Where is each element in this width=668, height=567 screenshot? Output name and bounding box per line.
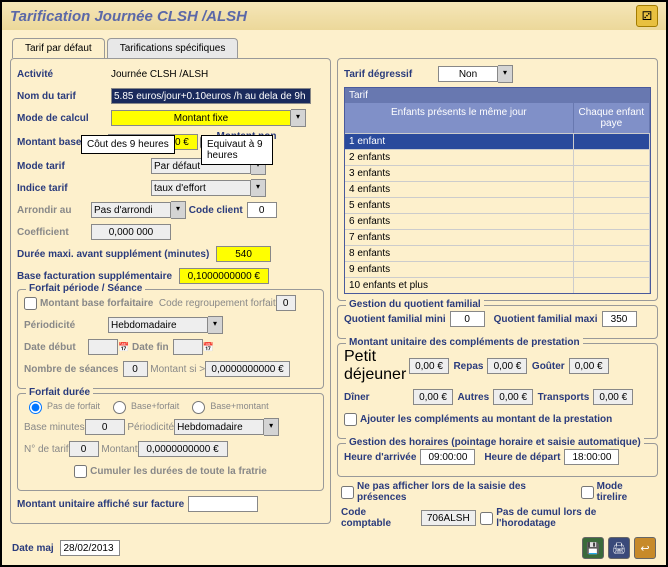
close-button[interactable]: ↩ bbox=[634, 537, 656, 559]
dice-icon[interactable]: ⚂ bbox=[636, 5, 658, 27]
qf-group: Gestion du quotient familial Quotient fa… bbox=[337, 305, 658, 339]
window-title: Tarification Journée CLSH /ALSH bbox=[10, 8, 247, 25]
coef-input bbox=[91, 224, 171, 240]
coef-label: Coefficient bbox=[17, 227, 87, 238]
window-header: Tarification Journée CLSH /ALSH ⚂ bbox=[2, 2, 666, 30]
dfin-input bbox=[173, 339, 203, 355]
bfs-label: Base facturation supplémentaire bbox=[17, 271, 172, 282]
grid-row[interactable]: 4 enfants bbox=[345, 181, 650, 197]
forfait-duree-group: Forfait durée Pas de forfait Base+forfai… bbox=[17, 393, 324, 491]
save-button[interactable]: 💾 bbox=[582, 537, 604, 559]
mtarif-label: Mode tarif bbox=[17, 161, 107, 172]
callout-1: Côut des 9 heures bbox=[81, 135, 175, 154]
activite-label: Activité bbox=[17, 69, 107, 80]
msi-input bbox=[205, 361, 290, 377]
grid-row[interactable]: 7 enfants bbox=[345, 229, 650, 245]
compl-group: Montant unitaire des compléments de pres… bbox=[337, 343, 658, 439]
grid-row[interactable]: 6 enfants bbox=[345, 213, 650, 229]
chevron-down-icon[interactable]: ▾ bbox=[291, 109, 306, 127]
codecompt-input[interactable] bbox=[421, 510, 476, 526]
activite-value: Journée CLSH /ALSH bbox=[111, 69, 208, 80]
mode-label: Mode de calcul bbox=[17, 113, 107, 124]
codecli-input[interactable] bbox=[247, 202, 277, 218]
nbs-input bbox=[123, 361, 148, 377]
crf-input bbox=[276, 295, 296, 311]
tab-default[interactable]: Tarif par défaut bbox=[12, 38, 105, 58]
grid-row[interactable]: 2 enfants bbox=[345, 149, 650, 165]
nom-input[interactable] bbox=[111, 88, 311, 104]
qf-maxi-input[interactable] bbox=[602, 311, 637, 327]
dmax-label: Durée maxi. avant supplément (minutes) bbox=[17, 249, 209, 260]
tab-specific[interactable]: Tarifications spécifiques bbox=[107, 38, 239, 58]
grid-row[interactable]: 9 enfants bbox=[345, 261, 650, 277]
grid-row[interactable]: 10 enfants et plus bbox=[345, 277, 650, 293]
print-button[interactable]: 🖨 bbox=[608, 537, 630, 559]
datemaj-input[interactable] bbox=[60, 540, 120, 556]
period-select bbox=[108, 317, 208, 333]
chevron-down-icon[interactable]: ▾ bbox=[251, 179, 266, 197]
horaires-group: Gestion des horaires (pointage horaire e… bbox=[337, 443, 658, 477]
chevron-down-icon: ▾ bbox=[171, 201, 186, 219]
mode-select[interactable] bbox=[111, 110, 291, 126]
muf-input[interactable] bbox=[188, 496, 258, 512]
tarif-grid: Tarif Enfants présents le même jour Chaq… bbox=[344, 87, 651, 294]
deg-label: Tarif dégressif bbox=[344, 69, 434, 80]
arr-label: Arrondir au bbox=[17, 205, 87, 216]
callout-2: Equivaut à 9 heures bbox=[201, 135, 273, 165]
deg-select[interactable] bbox=[438, 66, 498, 82]
muf-label: Montant unitaire affiché sur facture bbox=[17, 499, 184, 510]
heure-arrivee-input[interactable] bbox=[420, 449, 475, 465]
idx-label: Indice tarif bbox=[17, 183, 107, 194]
tab-bar: Tarif par défaut Tarifications spécifiqu… bbox=[12, 38, 666, 58]
grid-row[interactable]: 3 enfants bbox=[345, 165, 650, 181]
grid-row[interactable]: 5 enfants bbox=[345, 197, 650, 213]
grid-row[interactable]: 1 enfant bbox=[345, 133, 650, 149]
heure-depart-input[interactable] bbox=[564, 449, 619, 465]
forfait-periode-group: Forfait période / Séance Montant base fo… bbox=[17, 289, 324, 389]
footer: Date maj 💾 🖨 ↩ bbox=[12, 537, 656, 559]
dmax-input[interactable] bbox=[216, 246, 271, 262]
mbf-check[interactable]: Montant base forfaitaire bbox=[24, 297, 153, 310]
arr-select bbox=[91, 202, 171, 218]
chevron-down-icon[interactable]: ▾ bbox=[498, 65, 513, 83]
grid-row[interactable]: 8 enfants bbox=[345, 245, 650, 261]
ddebut-input bbox=[88, 339, 118, 355]
codecli-label: Code client bbox=[189, 205, 243, 216]
qf-mini-input[interactable] bbox=[450, 311, 485, 327]
bfs-input[interactable] bbox=[179, 268, 269, 284]
nom-label: Nom du tarif bbox=[17, 91, 107, 102]
idx-select[interactable] bbox=[151, 180, 251, 196]
fduree-radios: Pas de forfait Base+forfait Base+montant bbox=[24, 398, 317, 414]
